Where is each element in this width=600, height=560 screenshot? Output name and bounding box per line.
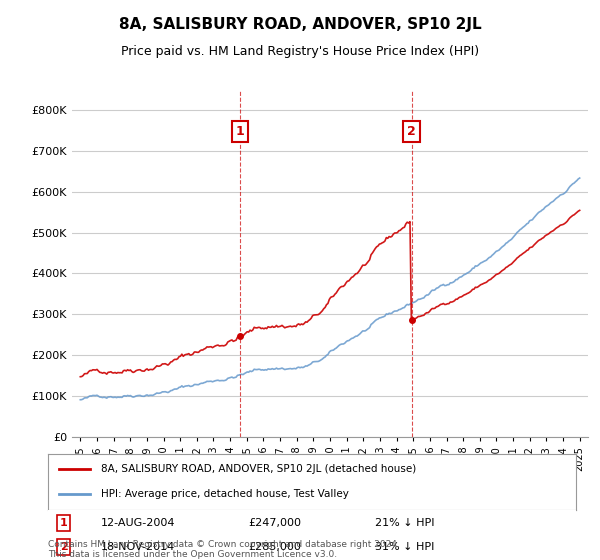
Text: 8A, SALISBURY ROAD, ANDOVER, SP10 2JL (detached house): 8A, SALISBURY ROAD, ANDOVER, SP10 2JL (d… [101, 464, 416, 474]
Text: 21% ↓ HPI: 21% ↓ HPI [376, 518, 435, 528]
Text: 1: 1 [60, 518, 68, 528]
Text: £247,000: £247,000 [248, 518, 302, 528]
Text: 2: 2 [60, 542, 68, 552]
Text: Price paid vs. HM Land Registry's House Price Index (HPI): Price paid vs. HM Land Registry's House … [121, 45, 479, 58]
Text: £285,000: £285,000 [248, 542, 302, 552]
Text: 18-NOV-2014: 18-NOV-2014 [101, 542, 175, 552]
Text: 1: 1 [236, 125, 244, 138]
Text: 8A, SALISBURY ROAD, ANDOVER, SP10 2JL: 8A, SALISBURY ROAD, ANDOVER, SP10 2JL [119, 17, 481, 32]
Text: HPI: Average price, detached house, Test Valley: HPI: Average price, detached house, Test… [101, 489, 349, 499]
Text: 2: 2 [407, 125, 416, 138]
Text: 31% ↓ HPI: 31% ↓ HPI [376, 542, 435, 552]
Text: Contains HM Land Registry data © Crown copyright and database right 2024.
This d: Contains HM Land Registry data © Crown c… [48, 540, 400, 559]
Text: 12-AUG-2004: 12-AUG-2004 [101, 518, 175, 528]
